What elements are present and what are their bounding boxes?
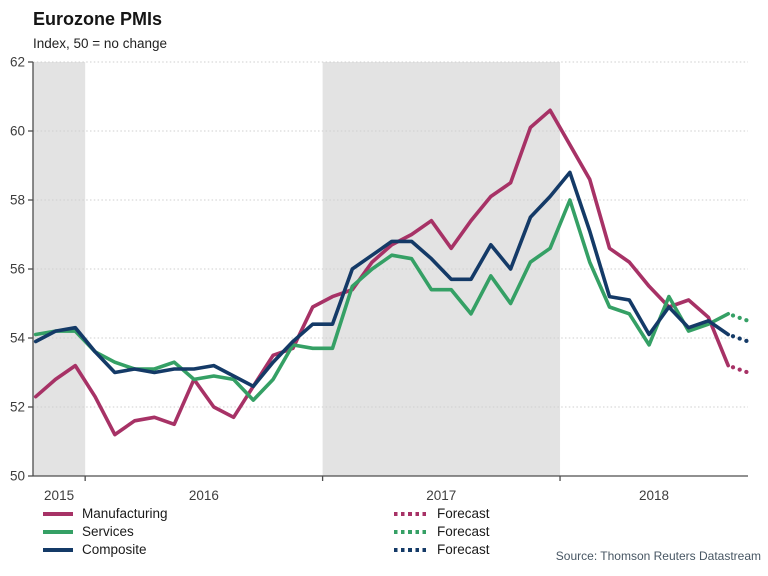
composite-forecast-swatch xyxy=(394,548,428,552)
legend-label-forecast-services: Forecast xyxy=(437,524,490,539)
legend-item-forecast-manufacturing: Forecast xyxy=(394,505,490,523)
legend-label-forecast-composite: Forecast xyxy=(437,542,490,557)
legend-forecast-column: Forecast Forecast Forecast xyxy=(394,505,490,559)
x-year-label-2018: 2018 xyxy=(639,488,669,503)
x-year-label-2017: 2017 xyxy=(426,488,456,503)
y-tick-label: 54 xyxy=(10,331,26,346)
legend-item-manufacturing: Manufacturing xyxy=(43,505,168,523)
legend-label-forecast-manufacturing: Forecast xyxy=(437,506,490,521)
chart-title: Eurozone PMIs xyxy=(33,9,163,29)
legend-item-composite: Composite xyxy=(43,541,168,559)
legend-item-forecast-services: Forecast xyxy=(394,523,490,541)
composite-line-swatch xyxy=(43,548,73,552)
chart-subtitle: Index, 50 = no change xyxy=(33,36,167,51)
series-composite-forecast xyxy=(726,332,751,344)
x-year-label-2015: 2015 xyxy=(44,488,74,503)
legend-item-forecast-composite: Forecast xyxy=(394,541,490,559)
legend-series-column: Manufacturing Services Composite xyxy=(43,505,168,559)
series-services-forecast xyxy=(726,311,751,323)
series-manufacturing-line xyxy=(33,108,731,437)
services-forecast-swatch xyxy=(394,530,428,534)
series-manufacturing-forecast xyxy=(726,363,751,375)
legend-label-manufacturing: Manufacturing xyxy=(82,506,168,521)
manufacturing-forecast-swatch xyxy=(394,512,428,516)
source-attribution: Source: Thomson Reuters Datastream xyxy=(555,549,761,563)
y-tick-label: 58 xyxy=(10,193,25,208)
y-tick-label: 50 xyxy=(10,469,25,484)
services-line-swatch xyxy=(43,530,73,534)
y-tick-label: 52 xyxy=(10,400,25,415)
y-tick-label: 60 xyxy=(10,124,25,139)
y-tick-label: 62 xyxy=(10,55,25,70)
legend-label-services: Services xyxy=(82,524,134,539)
legend-label-composite: Composite xyxy=(82,542,147,557)
manufacturing-line-swatch xyxy=(43,512,73,516)
y-tick-label: 56 xyxy=(10,262,25,277)
x-year-label-2016: 2016 xyxy=(189,488,219,503)
series-composite-line xyxy=(33,170,731,389)
series-services-line xyxy=(33,198,731,402)
legend-item-services: Services xyxy=(43,523,168,541)
